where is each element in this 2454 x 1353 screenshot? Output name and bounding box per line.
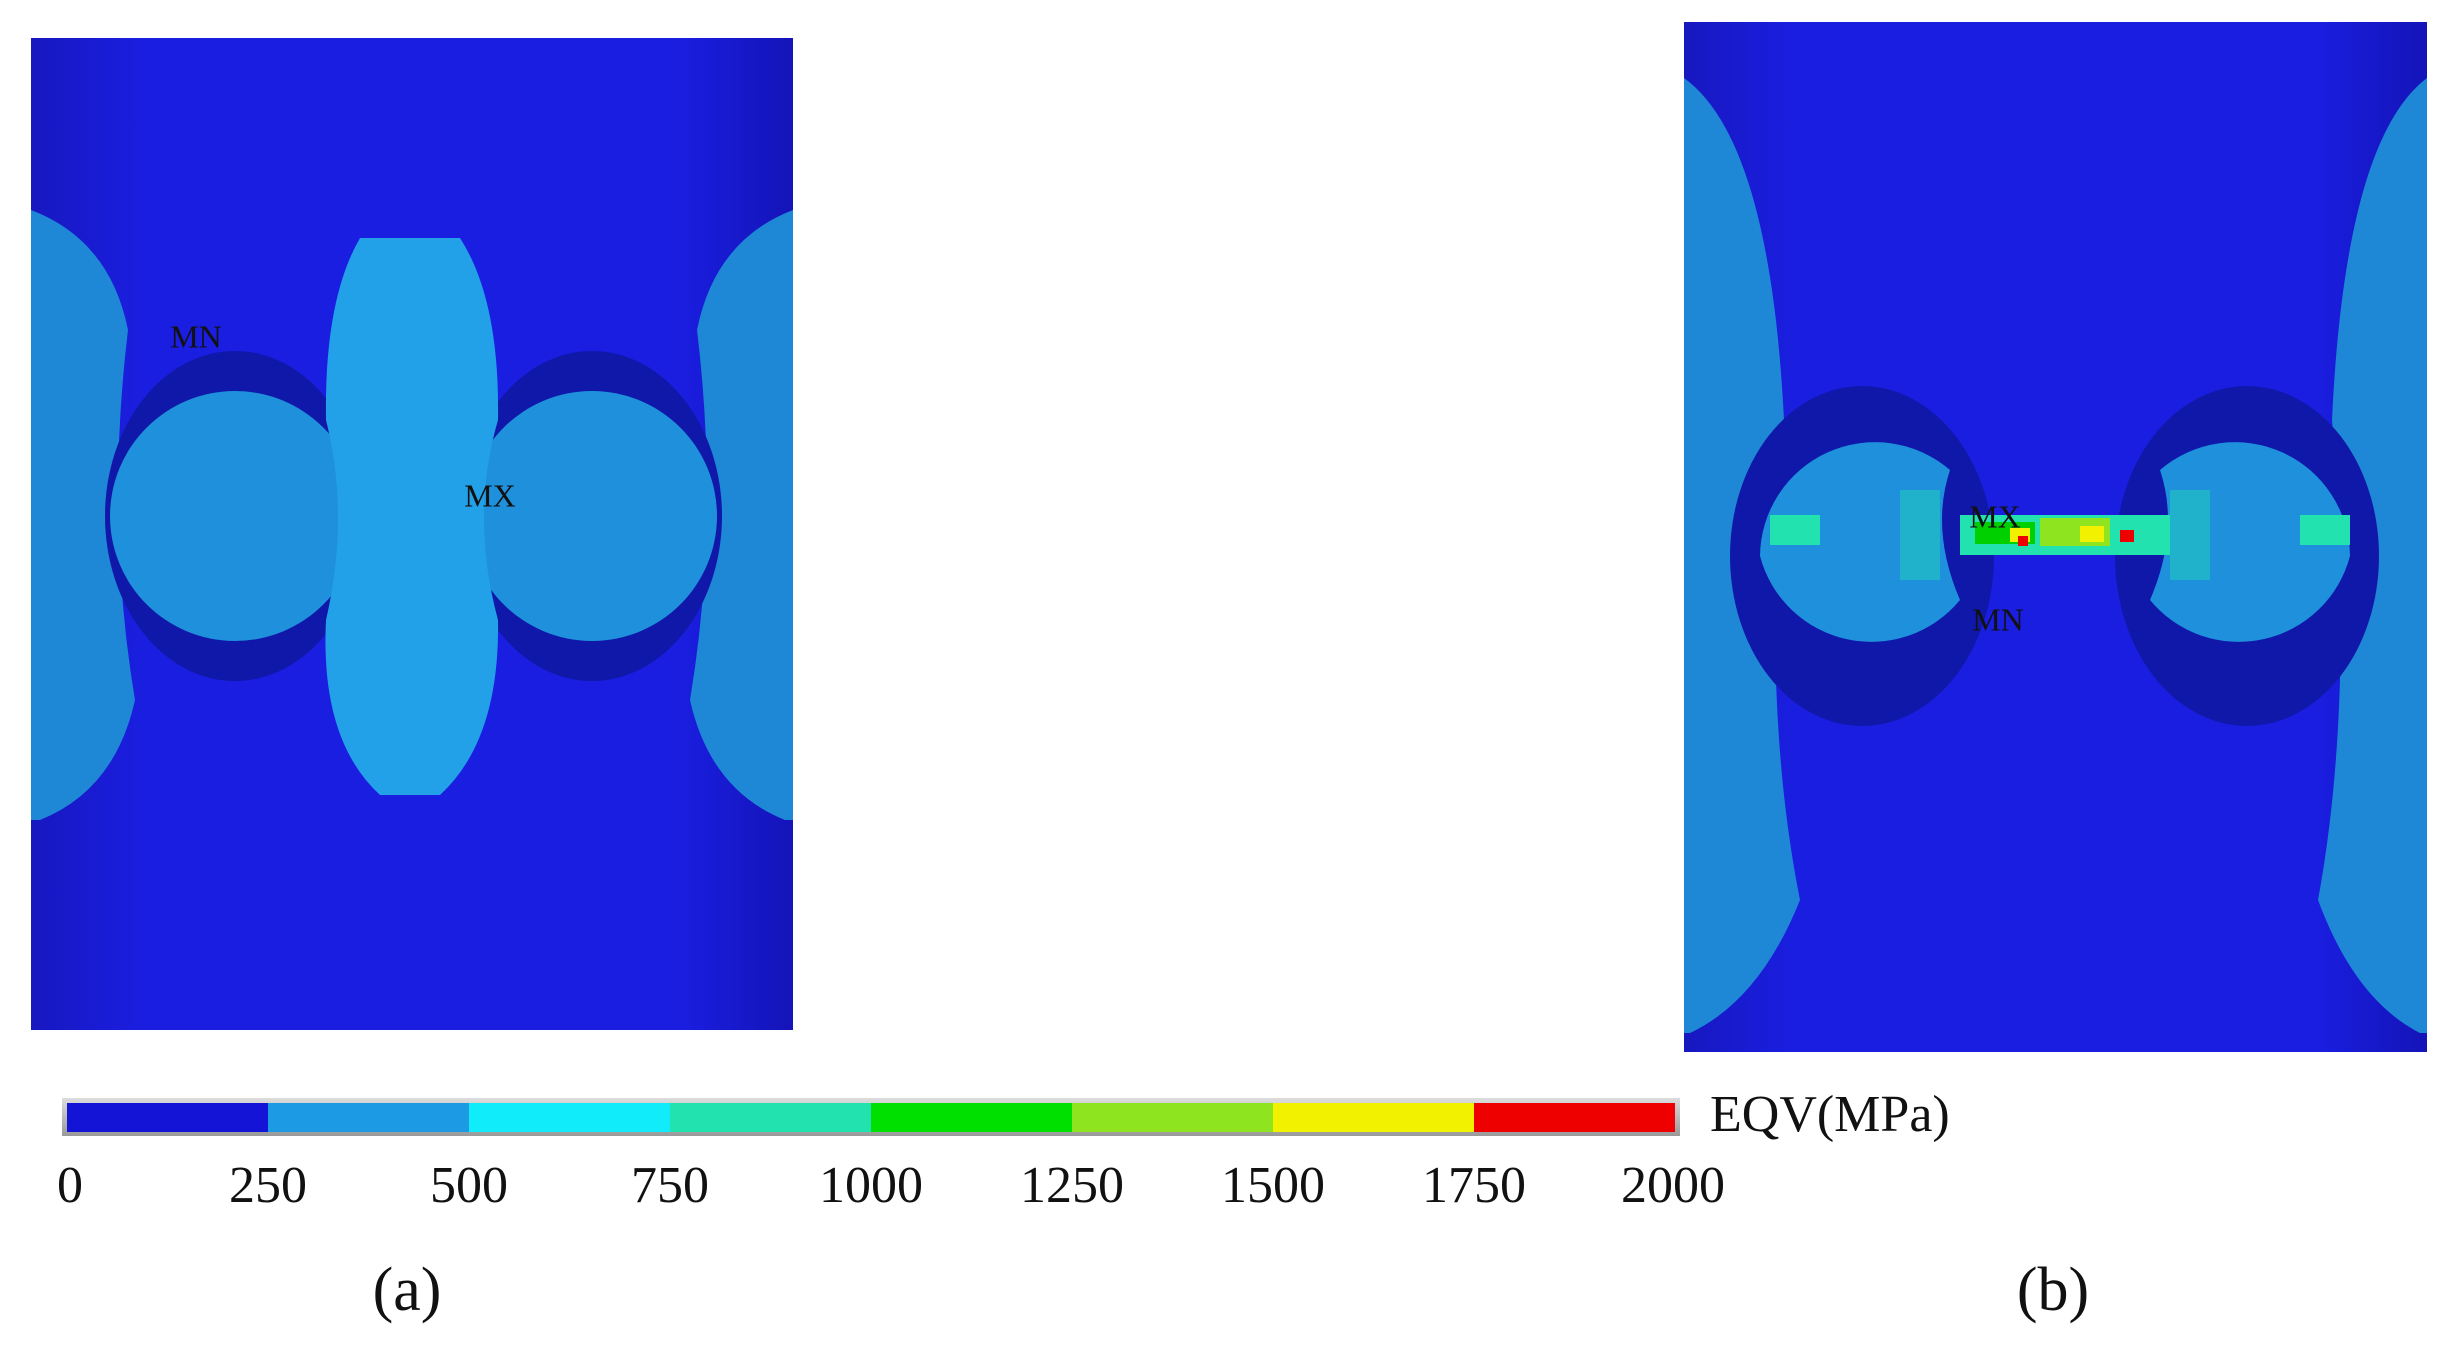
panel-label: (b) bbox=[2017, 1256, 2089, 1324]
color-segment bbox=[268, 1103, 469, 1132]
sphere bbox=[110, 391, 360, 641]
marker: MX bbox=[1969, 498, 2021, 534]
colorbar-tick-label: 500 bbox=[430, 1157, 508, 1214]
bulb bbox=[325, 238, 499, 795]
color-segment bbox=[469, 1103, 670, 1132]
color-segment bbox=[1273, 1103, 1474, 1132]
colorbar-tick-label: 0 bbox=[57, 1157, 83, 1214]
lobe bbox=[690, 210, 793, 820]
panel-b: MX MN bbox=[1684, 22, 2427, 1052]
colorbar-tick-label: 1750 bbox=[1422, 1157, 1526, 1214]
marker: MN bbox=[1972, 601, 2024, 637]
color-segment bbox=[1474, 1103, 1675, 1132]
marker: MN bbox=[170, 318, 222, 354]
lobe bbox=[31, 210, 135, 820]
sphere bbox=[467, 391, 717, 641]
color-segment bbox=[871, 1103, 1072, 1132]
colorbar-tick-label: 2000 bbox=[1621, 1157, 1725, 1214]
colorbar-tick-label: 250 bbox=[229, 1157, 307, 1214]
marker: MX bbox=[464, 477, 516, 513]
panel-label: (a) bbox=[373, 1256, 442, 1324]
colorbar: EQV(MPa) 0 250 500 750 1000 1250 1500 1750 2000 bbox=[57, 1086, 1950, 1214]
color-segment bbox=[67, 1103, 268, 1132]
colorbar-tick-label: 1250 bbox=[1020, 1157, 1124, 1214]
color-segment bbox=[670, 1103, 871, 1132]
colorbar-tick-label: 1500 bbox=[1221, 1157, 1325, 1214]
panel-a: MN MX bbox=[31, 38, 793, 1030]
colorbar-tick-label: 750 bbox=[631, 1157, 709, 1214]
colorbar-tick-label: 1000 bbox=[819, 1157, 923, 1214]
color-segment bbox=[1072, 1103, 1273, 1132]
hot-zone bbox=[1770, 490, 2350, 580]
colorbar-title: EQV(MPa) bbox=[1710, 1086, 1950, 1143]
